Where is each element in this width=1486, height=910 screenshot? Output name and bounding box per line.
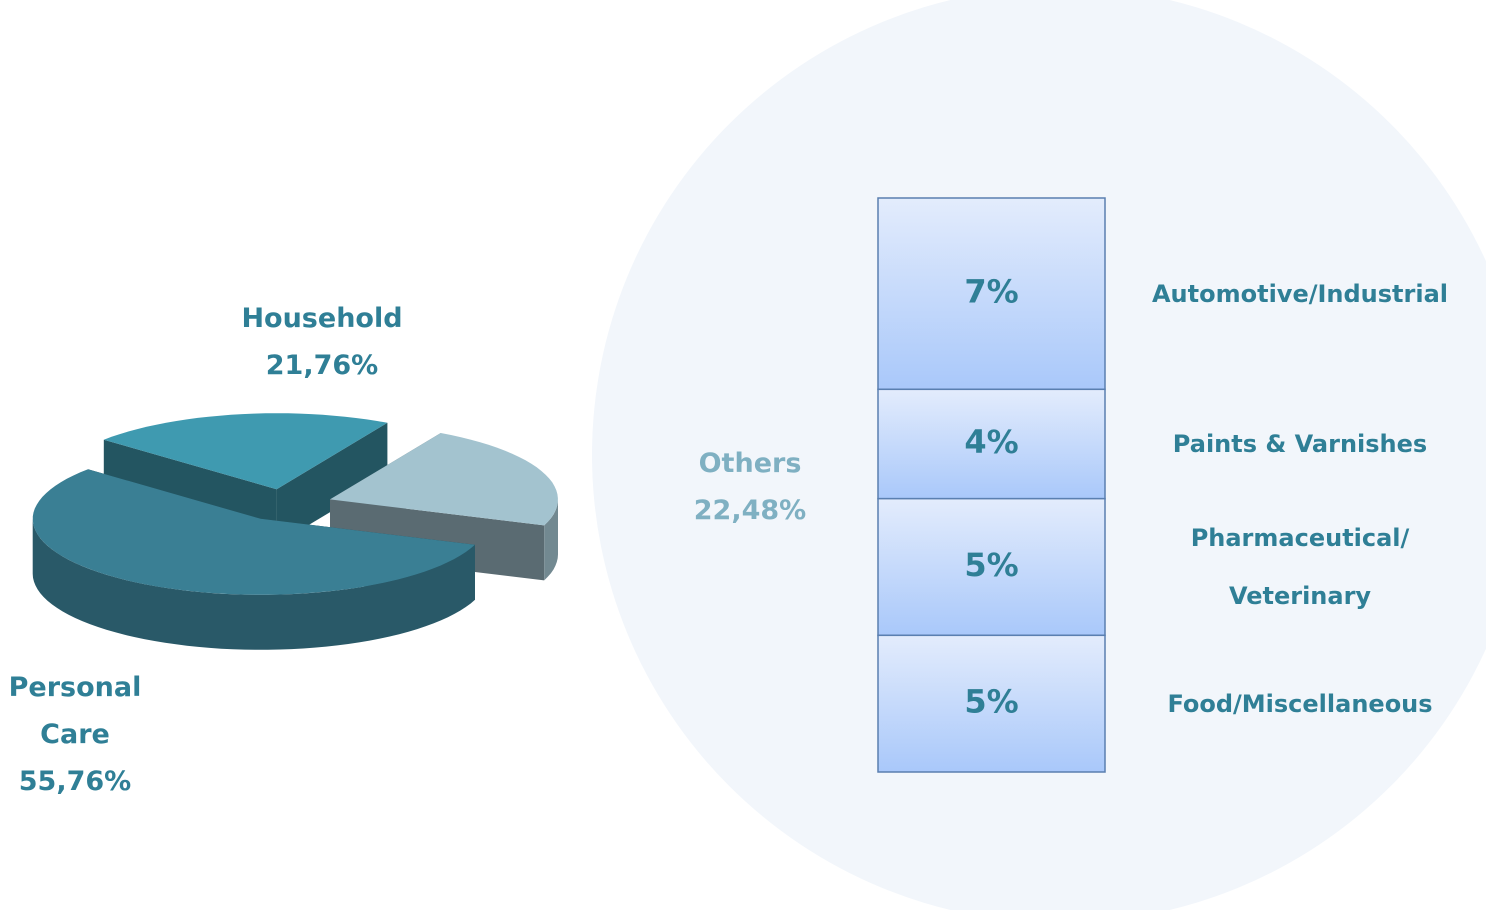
- segment-label: 7%: [964, 273, 1018, 311]
- pie-slice: [330, 433, 558, 526]
- slice-name: Others: [698, 448, 802, 479]
- slice-name: Personal Care: [8, 672, 142, 750]
- slice-name: Household: [241, 303, 403, 334]
- slice-value: 55,76%: [18, 766, 132, 797]
- slice-cut: [276, 422, 388, 545]
- segment-label: 5%: [964, 683, 1018, 721]
- segment-label: 5%: [964, 546, 1018, 584]
- segment: [877, 497, 1106, 637]
- category-label: Pharmaceutical/ Veterinary: [1190, 524, 1410, 610]
- slice-label: Household 21,76%: [232, 295, 412, 389]
- slice-label: Personal Care 55,76%: [0, 664, 150, 805]
- segment: [877, 634, 1106, 773]
- pie-slice: [32, 469, 476, 595]
- category-label: Automotive/Industrial: [1151, 279, 1449, 308]
- category-label: Paints & Varnishes: [1172, 430, 1428, 458]
- slice-value: 22,48%: [693, 495, 807, 526]
- slice-value: 21,76%: [265, 350, 379, 381]
- category-label: Food/Miscellaneous: [1167, 689, 1433, 718]
- segment: [877, 197, 1106, 391]
- segment-label: 4%: [964, 423, 1018, 461]
- slice-label: Others 22,48%: [670, 440, 830, 534]
- slice-side: [544, 499, 558, 581]
- slice-side: [32, 518, 475, 650]
- pie-slice: [103, 413, 388, 490]
